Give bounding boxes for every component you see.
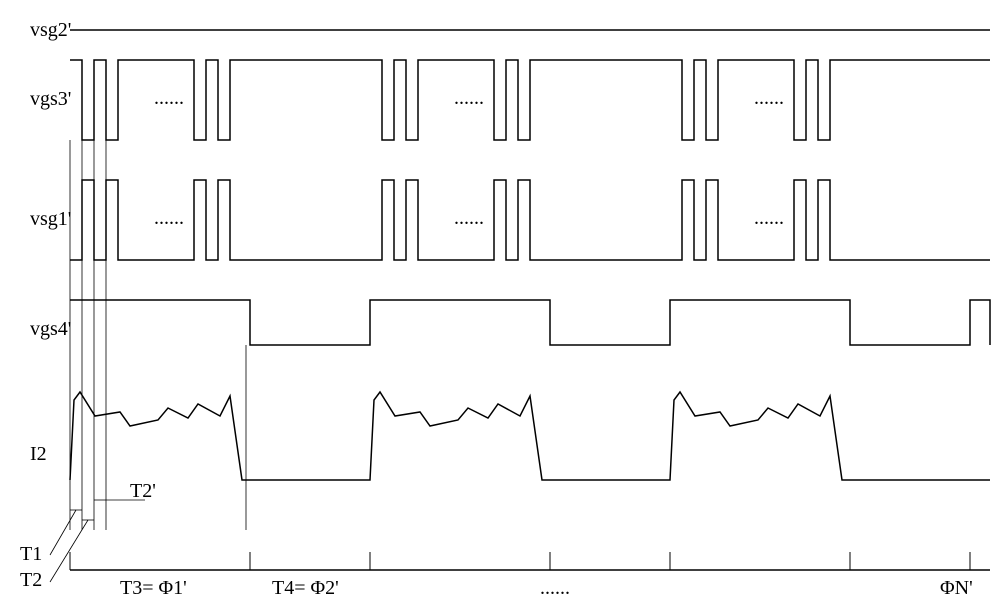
- trace-vgs3: [70, 60, 990, 140]
- trace-vsg1: [70, 180, 990, 260]
- label-t2p: T2': [130, 480, 156, 502]
- label-t2: T2: [20, 569, 42, 591]
- ellipsis-vsg1-0: ......: [154, 207, 184, 229]
- ellipsis-vsg1-2: ......: [754, 207, 784, 229]
- ellipsis-vgs3-1: ......: [454, 87, 484, 109]
- axis-ellipsis: ......: [540, 577, 570, 599]
- label-t4: T4= Φ2': [272, 577, 339, 599]
- label-vgs4: vgs4': [30, 318, 71, 340]
- ellipsis-vsg1-1: ......: [454, 207, 484, 229]
- ellipsis-vgs3-0: ......: [154, 87, 184, 109]
- label-t3: T3= Φ1': [120, 577, 187, 599]
- ellipsis-vgs3-2: ......: [754, 87, 784, 109]
- label-vsg2: vsg2': [30, 19, 71, 41]
- label-t1: T1: [20, 543, 42, 565]
- label-phin: ΦN': [940, 577, 973, 599]
- label-vsg1: vsg1': [30, 208, 71, 230]
- label-vgs3: vgs3': [30, 88, 71, 110]
- trace-i2: [70, 392, 990, 480]
- label-i2: I2: [30, 443, 47, 465]
- trace-vgs4: [70, 300, 990, 345]
